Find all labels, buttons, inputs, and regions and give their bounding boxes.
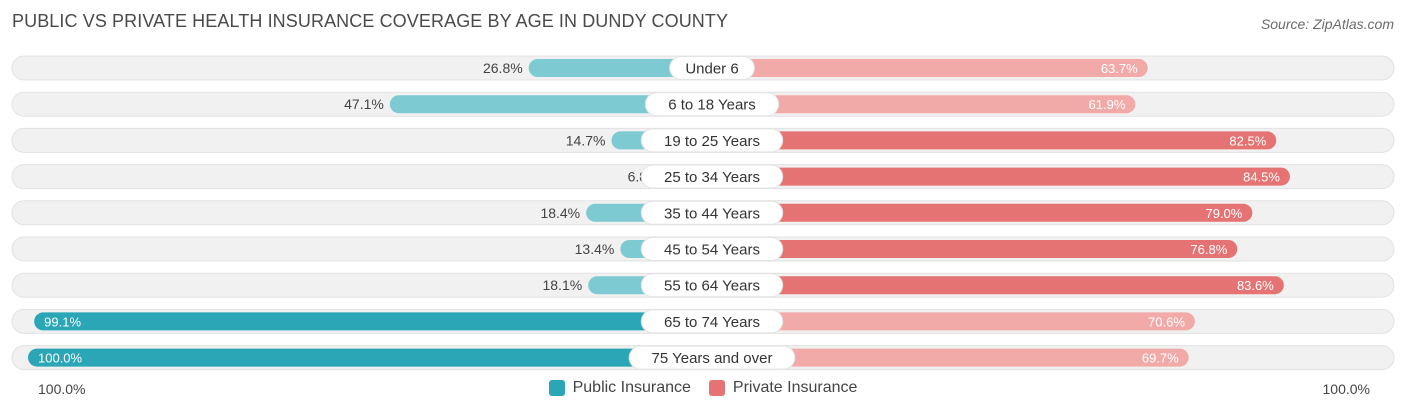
data-label-private: 69.7% bbox=[1142, 351, 1179, 366]
source-label: Source: ZipAtlas.com bbox=[1260, 16, 1394, 32]
category-label: 25 to 34 Years bbox=[664, 169, 760, 186]
category-pill bbox=[644, 92, 780, 117]
category-pill bbox=[628, 345, 796, 370]
data-label-public: 14.7% bbox=[566, 132, 606, 148]
data-label-public: 13.4% bbox=[575, 241, 615, 257]
category-pill bbox=[669, 56, 755, 80]
legend-label-public: Public Insurance bbox=[572, 379, 691, 396]
legend-label-private: Private Insurance bbox=[732, 379, 858, 396]
legend: Public Insurance Private Insurance bbox=[0, 379, 1406, 397]
bar-public bbox=[528, 59, 712, 77]
data-label-private: 61.9% bbox=[1089, 97, 1126, 112]
bar-private bbox=[712, 240, 1238, 258]
data-label-private: 83.6% bbox=[1237, 278, 1274, 293]
chart-title: PUBLIC VS PRIVATE HEALTH INSURANCE COVER… bbox=[12, 11, 729, 31]
bar-private bbox=[712, 312, 1195, 331]
data-label-private: 70.6% bbox=[1148, 314, 1185, 329]
diverging-bar-chart: 26.8% 63.7% Under 6 47.1% 61.9% 6 to 18 Years… bbox=[11, 55, 1395, 371]
data-label-public: 18.1% bbox=[542, 277, 582, 293]
bar-private bbox=[712, 131, 1277, 150]
data-label-public: 100.0% bbox=[38, 351, 83, 366]
legend-item-public: Public Insurance bbox=[548, 379, 691, 397]
bar-private bbox=[712, 167, 1290, 186]
data-label-private: 76.8% bbox=[1190, 242, 1227, 257]
data-label-private: 84.5% bbox=[1243, 170, 1280, 185]
data-label-private: 82.5% bbox=[1229, 133, 1266, 148]
data-label-public: 18.4% bbox=[540, 205, 580, 221]
legend-swatch-public bbox=[548, 380, 565, 396]
data-label-private: 63.7% bbox=[1101, 61, 1138, 76]
category-label: 35 to 44 Years bbox=[664, 205, 760, 222]
category-pill bbox=[640, 200, 784, 225]
data-label-private: 79.0% bbox=[1205, 206, 1242, 221]
bar-public bbox=[34, 312, 712, 331]
axis-left-label: 100.0% bbox=[38, 381, 86, 397]
data-label-public: 47.1% bbox=[344, 96, 384, 112]
bar-private bbox=[712, 95, 1136, 114]
data-label-public: 26.8% bbox=[483, 60, 523, 76]
axis-right-label: 100.0% bbox=[1322, 381, 1370, 397]
category-label: 55 to 64 Years bbox=[664, 278, 760, 295]
category-pill bbox=[640, 164, 784, 189]
bar-private bbox=[712, 348, 1189, 367]
bar-private bbox=[712, 203, 1253, 222]
legend-swatch-private bbox=[708, 380, 725, 396]
bar-private bbox=[712, 59, 1148, 77]
category-label: 45 to 54 Years bbox=[664, 242, 760, 259]
bar-public bbox=[28, 348, 712, 367]
bar-private bbox=[712, 276, 1284, 295]
bar-public bbox=[389, 95, 712, 114]
category-pill bbox=[640, 309, 784, 334]
category-label: 65 to 74 Years bbox=[664, 314, 760, 331]
category-label: Under 6 bbox=[685, 61, 738, 78]
category-pill bbox=[640, 273, 784, 298]
category-label: 6 to 18 Years bbox=[668, 97, 756, 114]
category-label: 19 to 25 Years bbox=[664, 133, 760, 150]
category-pill bbox=[640, 237, 784, 261]
category-pill bbox=[640, 128, 784, 153]
category-label: 75 Years and over bbox=[652, 350, 773, 367]
data-label-public: 99.1% bbox=[44, 314, 81, 329]
legend-item-private: Private Insurance bbox=[708, 379, 858, 397]
